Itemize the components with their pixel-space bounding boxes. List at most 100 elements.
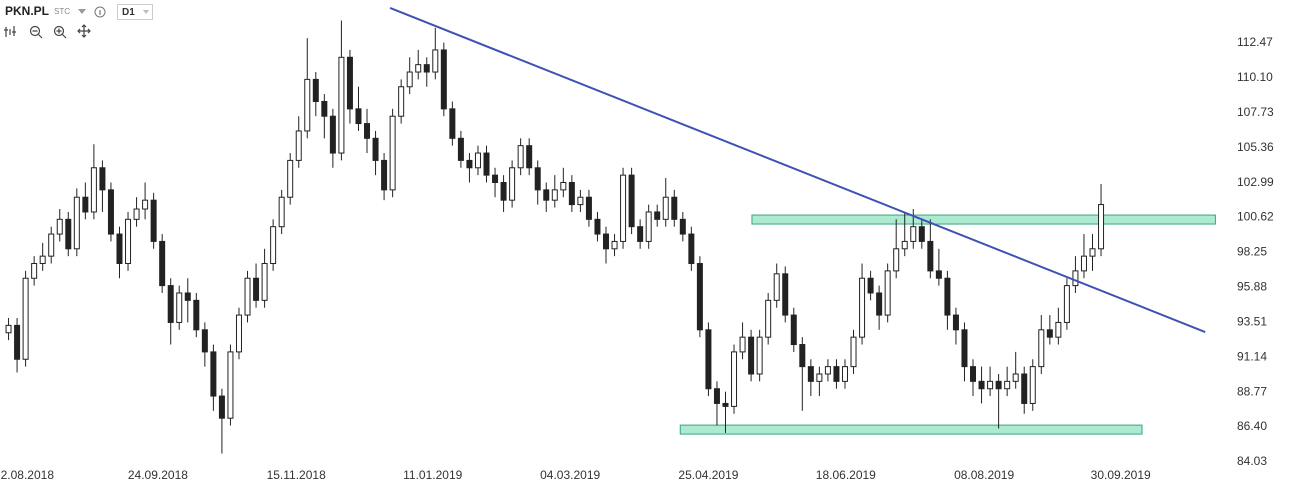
candle-body [176, 292, 183, 323]
candle-body [662, 196, 669, 220]
candle-body [824, 366, 831, 375]
x-tick-label: 2.08.2018 [1, 468, 55, 482]
interval-arrow[interactable] [143, 10, 149, 14]
candle-body [1072, 270, 1079, 287]
candle-body [1055, 321, 1062, 338]
candle-body [210, 351, 217, 397]
candle-body [483, 152, 490, 176]
candle-body [594, 218, 601, 235]
candle-body [440, 49, 447, 110]
y-tick-label: 91.14 [1237, 349, 1267, 363]
toolbar: PKN.PL STC D1 [0, 0, 160, 45]
candle-body [517, 145, 524, 169]
pan-icon[interactable] [77, 24, 91, 38]
info-icon[interactable] [94, 6, 106, 18]
candle-body [577, 196, 584, 206]
interval-box[interactable] [117, 4, 153, 20]
candle-body [193, 299, 200, 331]
candle-body [918, 226, 925, 242]
x-tick-label: 11.01.2019 [403, 468, 462, 482]
candle-body [952, 314, 959, 331]
y-tick-label: 110.10 [1237, 70, 1273, 84]
x-tick-label: 30.09.2019 [1091, 468, 1151, 482]
candle-body [415, 64, 422, 73]
instrument-type[interactable]: STC [54, 7, 70, 16]
candle-body [218, 395, 225, 419]
candle-body [304, 78, 311, 132]
candle-body [944, 277, 951, 316]
price-zone [751, 214, 1216, 225]
candle-body [534, 167, 541, 191]
candle-body [99, 167, 106, 191]
candle-body [65, 218, 72, 250]
candle-body [201, 329, 208, 353]
y-tick-label: 88.77 [1237, 384, 1267, 398]
candle-body [893, 248, 900, 272]
candle-body [389, 115, 396, 191]
candle-body [1021, 373, 1028, 404]
x-tick-label: 15.11.2018 [267, 468, 326, 482]
candle-body [500, 182, 507, 201]
candle-body [526, 145, 533, 169]
interval[interactable]: D1 [122, 7, 135, 18]
candle-body [833, 366, 840, 382]
candle-body [90, 167, 97, 213]
y-tick-label: 112.47 [1237, 35, 1273, 49]
candle-body [790, 314, 797, 346]
candle-body [1012, 373, 1019, 382]
candle-body [995, 380, 1002, 390]
candle-body [560, 182, 567, 191]
candle-body [372, 137, 379, 161]
candle-body [261, 263, 268, 301]
candle-body [48, 233, 55, 257]
candle-body [585, 196, 592, 220]
candle-body [107, 189, 114, 235]
candle-body [705, 329, 712, 390]
candle-body [509, 167, 516, 201]
candle-body [807, 366, 814, 382]
candle-body [961, 329, 968, 368]
candle-body [722, 402, 729, 407]
candle-body [295, 130, 302, 161]
candle-body [551, 189, 558, 201]
candle-body [1089, 248, 1096, 257]
candle-body [466, 159, 473, 169]
candle-body [765, 299, 772, 338]
candle-body [116, 233, 123, 265]
candle-body [1063, 285, 1070, 323]
candle-body [970, 366, 977, 382]
candle-body [1029, 366, 1036, 404]
candle-body [244, 277, 251, 316]
candle-body [637, 226, 644, 242]
candle-body [688, 233, 695, 265]
candle-body [73, 196, 80, 250]
candle-body [713, 388, 720, 404]
candle-icon[interactable] [4, 26, 16, 37]
candle-body [346, 56, 353, 110]
zoom-in-icon[interactable] [53, 25, 65, 37]
candle-body [731, 351, 738, 407]
symbol[interactable]: PKN.PL [5, 4, 49, 18]
candle-body [56, 218, 63, 235]
candle-body [287, 159, 294, 198]
axes: 112.47 110.10 107.73 105.36 102.99 100.62 98.2… [1, 35, 1274, 488]
candle-body [645, 211, 652, 242]
candle-body [227, 351, 234, 419]
candle-body [355, 108, 362, 125]
x-tick-label: 04.03.2019 [540, 468, 600, 482]
candle-body [628, 174, 635, 228]
x-tick-label: 25.04.2019 [678, 468, 738, 482]
candle-body [739, 336, 746, 353]
candle-body [423, 64, 430, 73]
candle-body [338, 56, 345, 154]
candle-body [543, 189, 550, 201]
candle-body [620, 174, 627, 242]
dropdown-arrow[interactable] [78, 9, 86, 14]
candle-body [927, 240, 934, 272]
candle-body [568, 182, 575, 206]
candle-body [159, 240, 166, 287]
candle-body [82, 196, 89, 213]
zoom-out-icon[interactable] [29, 25, 41, 37]
